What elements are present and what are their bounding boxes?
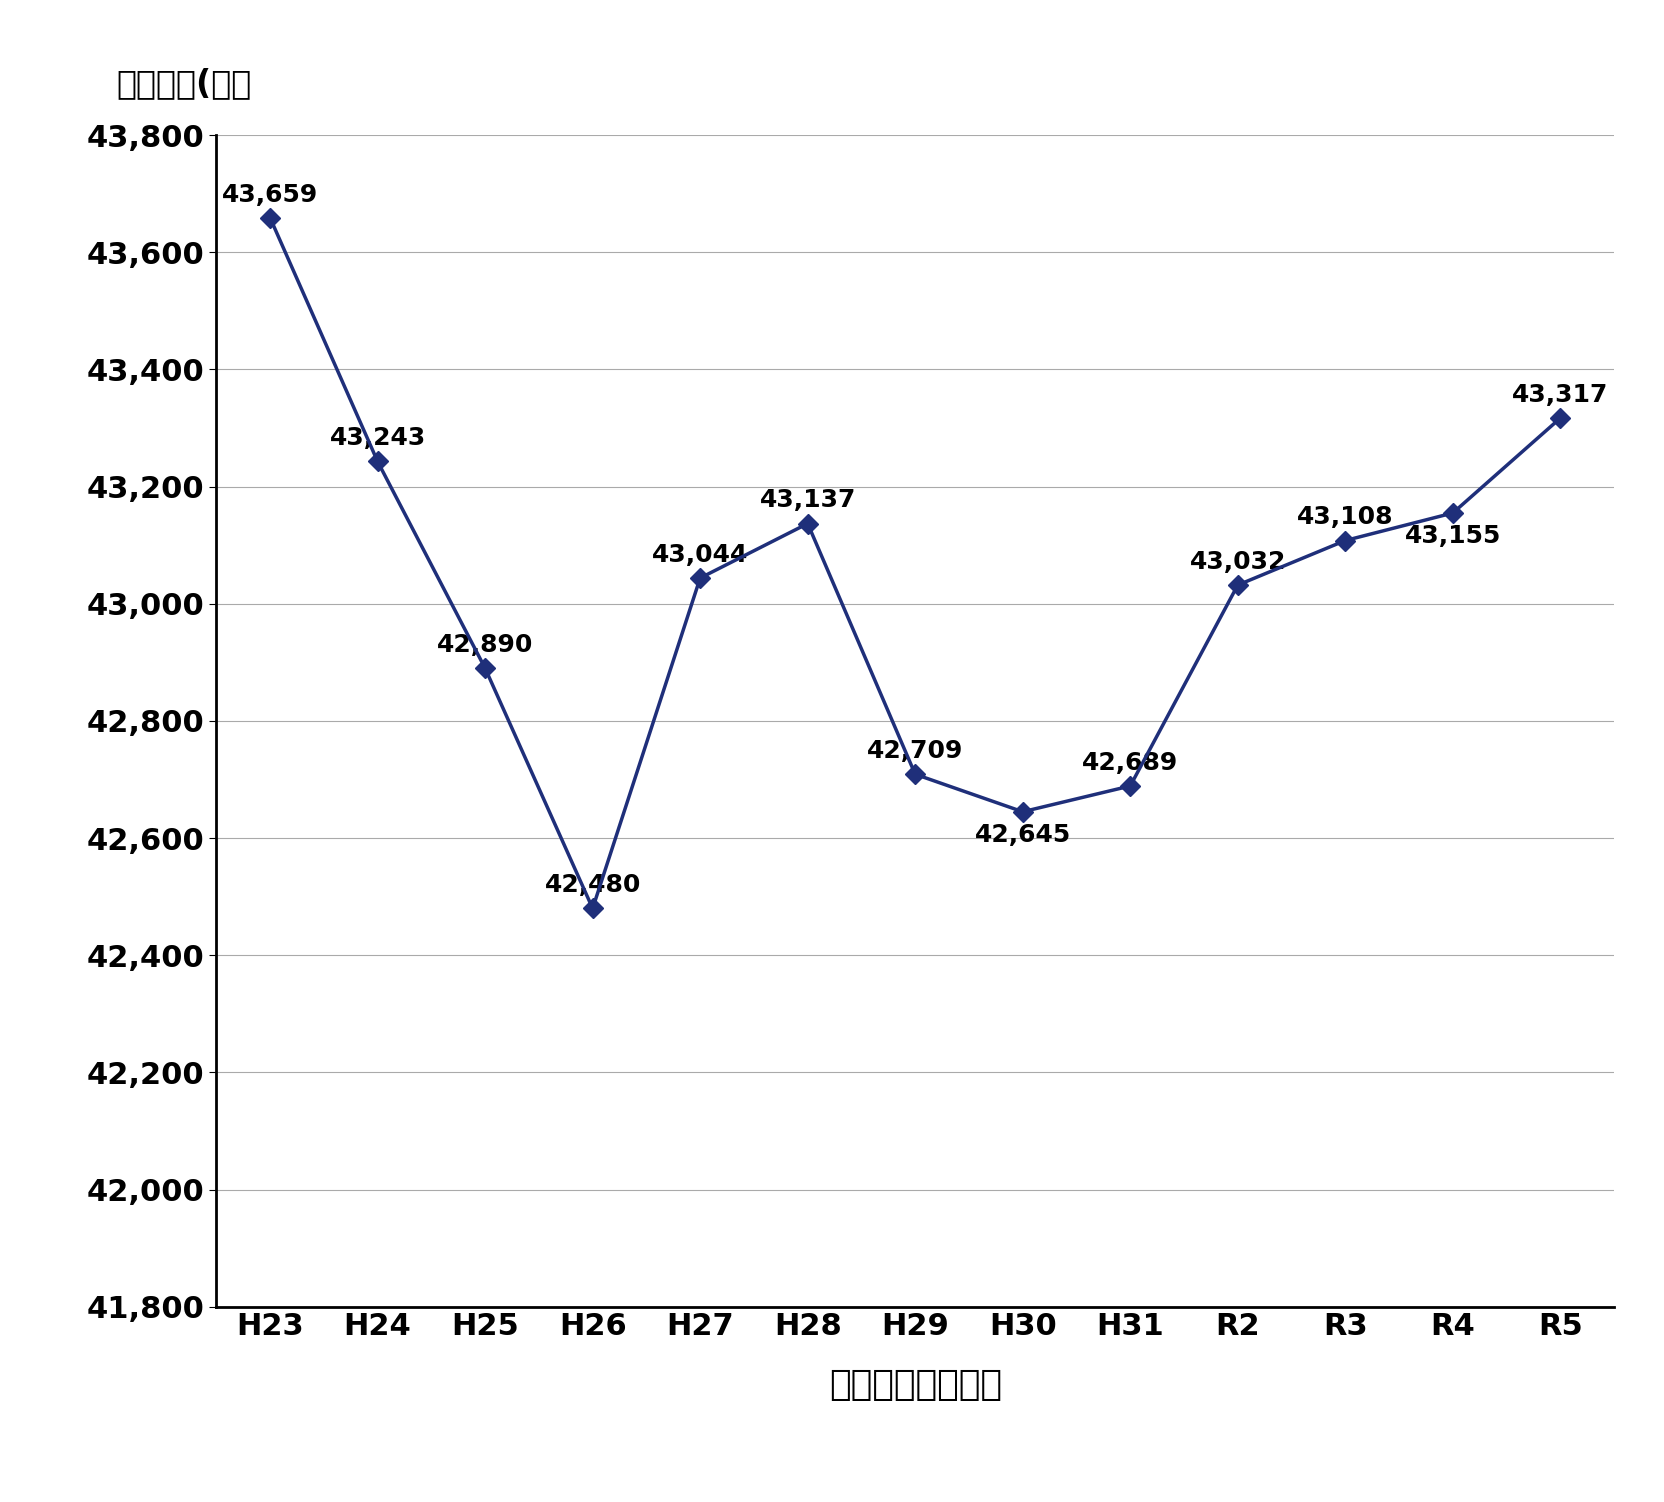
Text: 総職員数(人）: 総職員数(人） xyxy=(116,68,251,101)
Text: 42,890: 42,890 xyxy=(438,634,532,658)
Text: 43,108: 43,108 xyxy=(1296,506,1393,529)
Text: 42,645: 42,645 xyxy=(975,823,1072,847)
Text: 43,659: 43,659 xyxy=(221,183,318,207)
Text: 43,155: 43,155 xyxy=(1404,524,1501,548)
Text: 42,480: 42,480 xyxy=(544,873,641,897)
Text: 43,137: 43,137 xyxy=(759,488,855,512)
Text: 43,032: 43,032 xyxy=(1190,550,1286,574)
Text: 42,689: 42,689 xyxy=(1082,751,1178,775)
Text: 43,243: 43,243 xyxy=(329,427,426,451)
Text: 43,317: 43,317 xyxy=(1513,383,1609,407)
Text: 43,044: 43,044 xyxy=(652,542,749,566)
X-axis label: 各年４月１日現在: 各年４月１日現在 xyxy=(829,1368,1002,1403)
Text: 42,709: 42,709 xyxy=(867,739,963,763)
